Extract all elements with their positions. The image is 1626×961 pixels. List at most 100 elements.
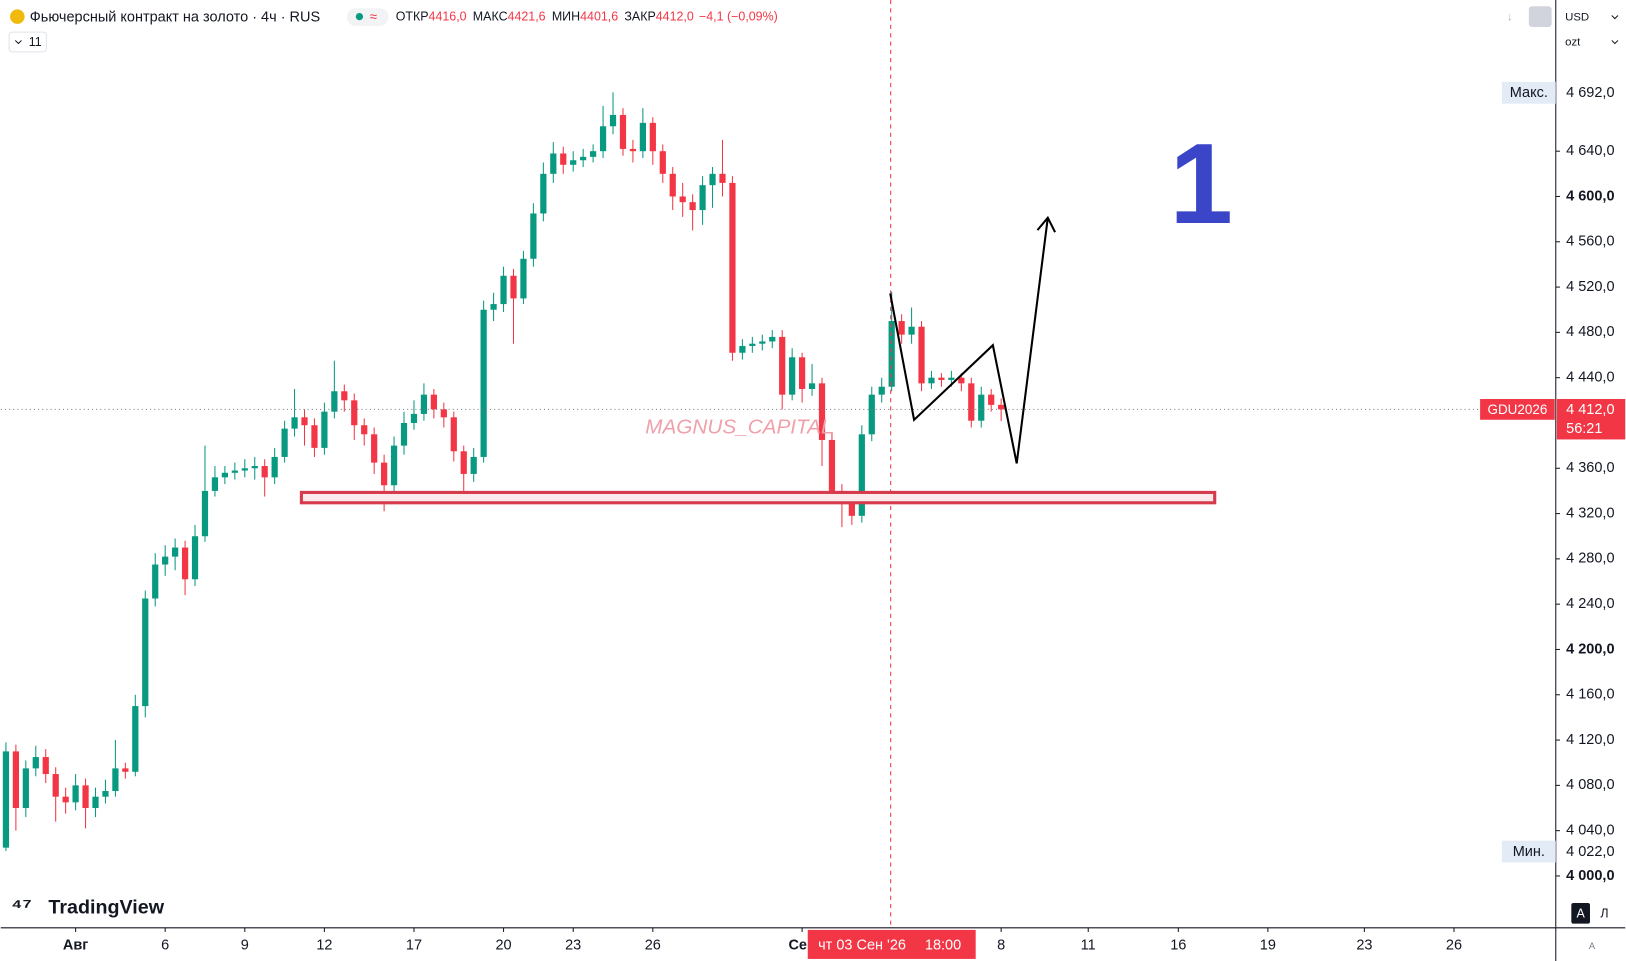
candle-body	[769, 336, 776, 342]
y-tick-label: 4 640,0	[1566, 143, 1614, 159]
auto-scale-button[interactable]	[1571, 902, 1590, 924]
candle-body	[798, 357, 806, 390]
symbol-tag	[1480, 399, 1555, 420]
candle-body	[580, 156, 587, 161]
candle-body	[142, 598, 149, 707]
ohlc-value: 4416,0	[429, 10, 467, 24]
candle-body	[152, 564, 159, 599]
candle-body	[609, 114, 617, 127]
indicators-toggle[interactable]	[8, 31, 47, 53]
candle-body	[52, 774, 59, 797]
ohlc-label: ОТКР	[396, 10, 429, 24]
candle-body	[400, 422, 408, 446]
min_price-tag	[1501, 840, 1556, 863]
candle-body	[958, 377, 965, 384]
annotation-number: 1	[1170, 121, 1233, 248]
symbol-icon	[10, 9, 25, 24]
last-price-label: 4 412,0	[1566, 402, 1614, 418]
candle-body	[132, 706, 139, 772]
x-tick-label: 11	[1081, 937, 1096, 953]
ohlc-value: 4412,0	[656, 10, 694, 24]
x-tick-label: 23	[565, 937, 581, 953]
candle-body	[590, 151, 597, 157]
change: −4,1 (−0,09%)	[699, 10, 778, 24]
x-tick-label: 16	[1170, 937, 1186, 953]
candle-body	[191, 536, 199, 580]
candle-body	[759, 341, 766, 344]
y-tick-label: 4 440,0	[1566, 370, 1614, 386]
candle-body	[211, 477, 219, 491]
logo: ⁴⁷	[11, 893, 32, 919]
candle-body	[669, 173, 676, 197]
min_price-bg	[1556, 840, 1626, 863]
candle-body	[729, 182, 736, 353]
candle-body	[719, 173, 726, 183]
x-tick-label: 26	[645, 937, 661, 953]
x-tick-label: 26	[1446, 937, 1462, 953]
candle-body	[420, 394, 428, 414]
candle-body	[679, 196, 686, 203]
candle-body	[22, 768, 29, 809]
candle-body	[500, 275, 507, 305]
candle-body	[480, 309, 487, 457]
currency[interactable]: USD	[1565, 12, 1589, 24]
min_price-label: 4 022,0	[1566, 844, 1614, 860]
candle-body	[978, 394, 985, 421]
candle-body	[928, 377, 935, 384]
x-tick-label: 19	[1260, 937, 1276, 953]
candle-body	[649, 122, 656, 152]
max_price-label: 4 692,0	[1566, 85, 1614, 101]
candle-body	[221, 472, 228, 478]
candle-body	[162, 556, 169, 565]
candle-body	[570, 160, 577, 165]
crosshair-tag	[807, 929, 976, 959]
x-tick-label: 12	[316, 937, 332, 953]
y-tick-label: 4 560,0	[1566, 234, 1614, 250]
y-tick-label: 4 200,0	[1566, 641, 1614, 657]
projection-path[interactable]	[889, 217, 1049, 464]
log-scale-button[interactable]: Л	[1600, 907, 1608, 921]
candle-body	[918, 326, 925, 384]
candle-body	[898, 321, 905, 335]
candle-body	[311, 425, 318, 448]
support-zone[interactable]	[299, 490, 1217, 505]
candle-body	[172, 547, 179, 557]
candle-body	[908, 326, 915, 335]
candle-body	[12, 751, 20, 809]
candle-body	[988, 394, 995, 405]
ohlc-value: 4401,6	[580, 10, 618, 24]
status-pill[interactable]	[347, 8, 389, 26]
candle-body	[599, 126, 607, 152]
candle-body	[42, 757, 49, 775]
candle-body	[490, 304, 497, 310]
ohlc-label: ЗАКР	[624, 10, 655, 24]
candle-body	[390, 445, 398, 486]
y-tick-label: 4 240,0	[1566, 596, 1614, 612]
y-tick-label: 4 360,0	[1566, 460, 1614, 476]
x-tick-label: 6	[161, 937, 169, 953]
candle-body	[251, 466, 258, 469]
candle-body	[331, 391, 338, 412]
candle-body	[818, 383, 826, 440]
svg-text:↓: ↓	[1507, 12, 1513, 24]
svg-text:A: A	[1589, 941, 1596, 951]
candle-body	[858, 434, 865, 516]
candle-body	[789, 357, 796, 395]
candle-body	[381, 462, 388, 486]
candle-body	[848, 502, 855, 516]
ohlc-label: МАКС	[473, 10, 508, 24]
candle-body	[341, 391, 348, 401]
y-tick-label: 4 320,0	[1566, 505, 1614, 521]
candle-body	[122, 768, 129, 772]
candle-body	[998, 404, 1005, 410]
candle-body	[530, 213, 537, 259]
candle-body	[2, 751, 10, 848]
svg-text:≈: ≈	[370, 9, 378, 24]
candle-body	[739, 345, 746, 353]
candle-body	[321, 411, 328, 448]
candle-body	[92, 796, 99, 809]
candle-body	[709, 173, 716, 186]
unit[interactable]: ozt	[1565, 37, 1581, 49]
candle-body	[689, 202, 696, 211]
restore-button[interactable]	[1528, 6, 1552, 27]
